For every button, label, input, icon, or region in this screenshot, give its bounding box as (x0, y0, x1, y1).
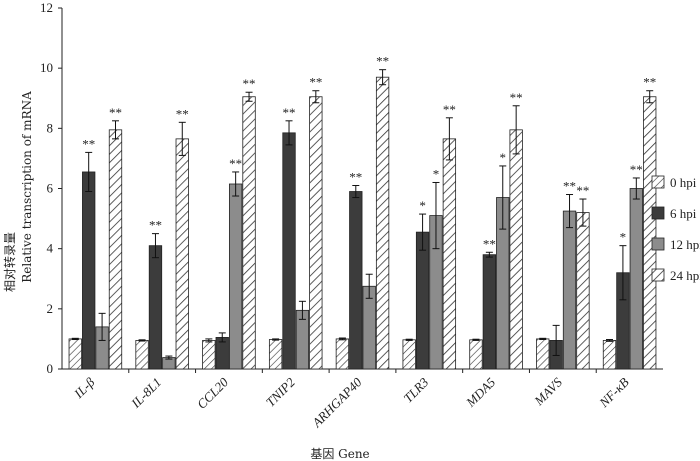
bar (602, 340, 617, 370)
bar (536, 338, 550, 370)
y-axis-title-en: Relative transcription of mRNA (20, 91, 34, 283)
y-tick-label: 2 (47, 301, 54, 316)
significance-label: ** (349, 169, 362, 184)
bar (482, 254, 497, 370)
significance-label: ** (243, 76, 256, 91)
y-tick-label: 4 (47, 241, 54, 256)
bar (242, 96, 256, 370)
bar (309, 96, 323, 370)
legend-label: 0 hpi (670, 175, 697, 190)
bar (415, 231, 430, 370)
significance-label: ** (443, 102, 456, 117)
category-label: TLR3 (400, 374, 431, 405)
bar (282, 132, 296, 370)
significance-label: ** (109, 105, 122, 120)
y-tick-label: 0 (47, 361, 54, 376)
bar (349, 191, 363, 370)
legend-label: 6 hpi (670, 206, 697, 221)
category-label: TNIP2 (263, 374, 298, 409)
bar (576, 212, 590, 370)
x-axis-title: 基因 Gene (310, 447, 369, 461)
significance-label: ** (149, 218, 162, 233)
y-tick-label: 12 (40, 0, 53, 15)
category-label: MDA5 (462, 374, 498, 410)
legend: 0 hpi 6 hpi 12 hpi 24 hpi (651, 175, 700, 283)
legend-swatch (651, 206, 665, 220)
significance-label: ** (229, 156, 242, 171)
significance-label: ** (576, 183, 589, 198)
significance-label: ** (643, 75, 656, 90)
category-label: NF-κB (596, 374, 632, 410)
y-tick-label: 6 (47, 181, 54, 196)
bar (202, 340, 216, 370)
bar (148, 245, 163, 370)
bar (469, 339, 483, 370)
significance-label: ** (483, 236, 496, 251)
bar (82, 171, 96, 370)
significance-label: ** (510, 90, 523, 105)
category-label: CCL20 (194, 374, 232, 412)
bar (135, 340, 149, 370)
legend-swatch (651, 175, 665, 189)
significance-label: ** (630, 162, 643, 177)
axes: 0 2 4 6 8 10 12 (40, 0, 663, 376)
y-axis-title-cn: 相对转录量 (2, 232, 17, 292)
y-tick-label: 8 (47, 120, 54, 135)
legend-label: 24 hpi (670, 268, 700, 283)
y-tick-label: 10 (40, 60, 53, 75)
bar (629, 188, 643, 370)
significance-label: ** (82, 136, 95, 151)
category-label: ARHGAP40 (308, 374, 365, 431)
category-label: IL-β (70, 374, 97, 401)
bar (175, 138, 189, 370)
significance-label: * (419, 198, 426, 213)
bar (442, 138, 457, 370)
bar (509, 129, 523, 370)
significance-label: * (500, 150, 507, 165)
bar (228, 183, 243, 370)
bar (68, 338, 82, 370)
bars-group (68, 69, 657, 370)
bar (643, 96, 657, 370)
legend-swatch (651, 237, 665, 251)
bar (402, 339, 416, 370)
bar (108, 129, 123, 370)
category-label: IL-8L1 (127, 375, 164, 412)
significance-label: ** (563, 179, 576, 194)
bar (562, 210, 577, 370)
significance-label: ** (376, 54, 389, 69)
bar (335, 338, 350, 370)
significance-label: * (433, 166, 440, 181)
significance-label: ** (309, 75, 322, 90)
significance-label: ** (176, 106, 189, 121)
bar (375, 76, 390, 370)
legend-label: 12 hpi (670, 237, 700, 252)
bar (268, 339, 283, 370)
significance-label: ** (283, 105, 296, 120)
significance-label: * (620, 230, 627, 245)
legend-swatch (651, 268, 665, 282)
category-label: MAVS (531, 374, 566, 409)
